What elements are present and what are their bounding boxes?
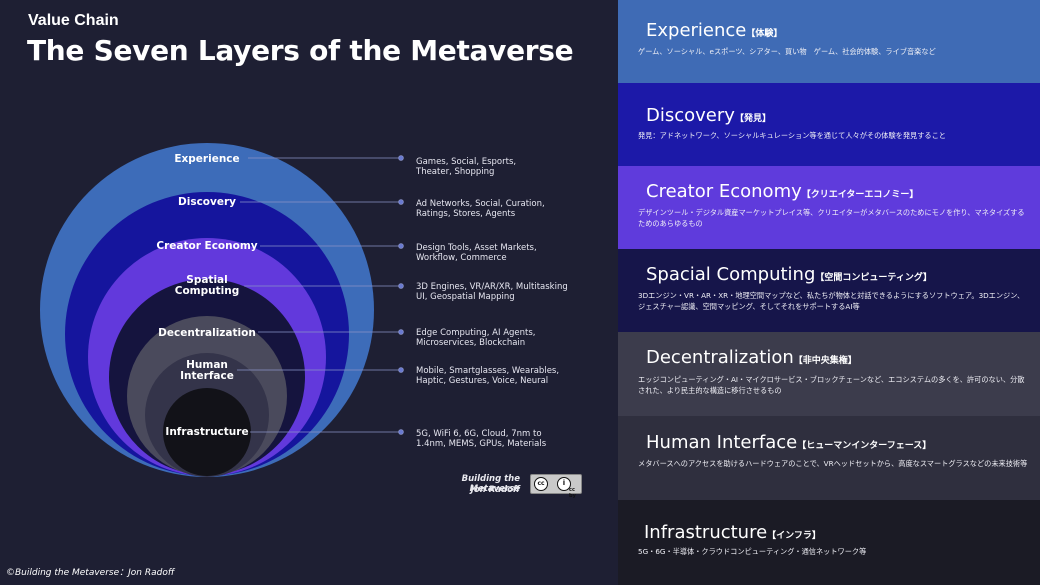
connector-dot bbox=[398, 329, 404, 335]
layer-labels: Experience Discovery Creator Economy Spa… bbox=[156, 153, 257, 438]
layer-label-decentralization: Decentralization bbox=[158, 327, 256, 339]
band-title-experience: Experience【体験】 bbox=[646, 20, 783, 41]
connector-dot bbox=[398, 429, 404, 435]
connector-dot bbox=[398, 155, 404, 161]
nested-layers-diagram: Experience Discovery Creator Economy Spa… bbox=[40, 143, 568, 477]
examples-decentralization-1: Edge Computing, AI Agents, bbox=[416, 328, 536, 338]
band-experience: Experience【体験】 ゲーム、ソーシャル、eスポーツ、シアター、買い物 … bbox=[618, 0, 1040, 83]
layer-circles bbox=[40, 143, 374, 477]
examples-spatial-computing-1: 3D Engines, VR/AR/XR, Multitasking bbox=[416, 282, 568, 292]
connector-dot bbox=[398, 199, 404, 205]
band-title-decentralization: Decentralization【非中央集権】 bbox=[646, 347, 857, 368]
examples-discovery-1: Ad Networks, Social, Curation, bbox=[416, 199, 545, 209]
cc-by-license-badge: cc i cc by bbox=[530, 474, 582, 499]
layer-label-spatial-computing-1: Spatial bbox=[186, 274, 227, 286]
examples-discovery-2: Ratings, Stores, Agents bbox=[416, 209, 516, 219]
examples-human-interface-2: Haptic, Gestures, Voice, Neural bbox=[416, 376, 548, 386]
cc-icon: cc bbox=[534, 477, 548, 491]
layer-label-human-interface-1: Human bbox=[186, 359, 228, 371]
band-desc-creator-economy: デザインツール・デジタル資産マーケットプレイス等、クリエイターがメタバースのため… bbox=[638, 208, 1025, 228]
diagram-panel: Value Chain The Seven Layers of the Meta… bbox=[6, 12, 582, 578]
by-person-icon: i bbox=[557, 477, 571, 491]
band-desc-experience: ゲーム、ソーシャル、eスポーツ、シアター、買い物 ゲーム、社会的体験、ライブ音楽… bbox=[638, 47, 936, 56]
layer-label-experience: Experience bbox=[174, 153, 239, 165]
credit-author: Jon Radoff bbox=[470, 485, 520, 495]
layer-label-spatial-computing-2: Computing bbox=[175, 285, 239, 297]
layer-label-human-interface-2: Interface bbox=[180, 370, 234, 382]
layer-label-creator-economy: Creator Economy bbox=[156, 240, 257, 252]
examples-creator-economy-1: Design Tools, Asset Markets, bbox=[416, 243, 537, 253]
band-desc-spacial-computing: 3Dエンジン・VR・AR・XR・地理空間マップなど、私たちが物体と対話できるよう… bbox=[638, 291, 1025, 311]
layer-explanations-panel: Experience【体験】 ゲーム、ソーシャル、eスポーツ、シアター、買い物 … bbox=[618, 0, 1040, 585]
examples-decentralization-2: Microservices, Blockchain bbox=[416, 338, 525, 348]
layer-label-infrastructure: Infrastructure bbox=[165, 426, 248, 438]
examples-experience-1: Games, Social, Esports, bbox=[416, 157, 516, 167]
band-desc-discovery: 発見：アドネットワーク、ソーシャルキュレーション等を通じて人々がその体験を発見す… bbox=[638, 131, 946, 140]
examples-experience-2: Theater, Shopping bbox=[415, 167, 494, 177]
kicker-text: Value Chain bbox=[28, 12, 119, 29]
examples-infrastructure-2: 1.4nm, MEMS, GPUs, Materials bbox=[416, 439, 547, 449]
layer-circle-infrastructure bbox=[163, 388, 251, 476]
credit-book-title: Building the Metaverse bbox=[461, 474, 520, 494]
band-creator-economy: Creator Economy【クリエイターエコノミー】 デザインツール・デジタ… bbox=[618, 166, 1040, 249]
band-desc-human-interface: メタバースへのアクセスを助けるハードウェアのことで、VRヘッドセットから、高度な… bbox=[638, 459, 1028, 468]
band-desc-infrastructure: 5G・6G・半導体・クラウドコンピューティング・通信ネットワーク等 bbox=[638, 547, 867, 556]
band-discovery: Discovery【発見】 発見：アドネットワーク、ソーシャルキュレーション等を… bbox=[618, 83, 1040, 166]
band-spacial-computing: Spacial Computing【空間コンピューティング】 3Dエンジン・VR… bbox=[618, 249, 1040, 332]
license-badge-text: cc by bbox=[569, 487, 576, 499]
examples-infrastructure-1: 5G, WiFi 6, 6G, Cloud, 7nm to bbox=[416, 429, 542, 439]
band-title-spacial-computing: Spacial Computing【空間コンピューティング】 bbox=[646, 264, 932, 285]
band-title-creator-economy: Creator Economy【クリエイターエコノミー】 bbox=[646, 181, 919, 202]
connector-dot bbox=[398, 283, 404, 289]
copyright-text: ©Building the Metaverse：Jon Radoff bbox=[6, 568, 175, 578]
examples-spatial-computing-2: UI, Geospatial Mapping bbox=[416, 292, 515, 302]
band-title-human-interface: Human Interface【ヒューマンインターフェース】 bbox=[646, 432, 932, 453]
connector-lines bbox=[237, 155, 404, 435]
examples-creator-economy-2: Workflow, Commerce bbox=[416, 253, 507, 263]
band-title-discovery: Discovery【発見】 bbox=[646, 105, 771, 126]
layer-label-discovery: Discovery bbox=[178, 196, 236, 208]
page-title: The Seven Layers of the Metaverse bbox=[27, 34, 574, 67]
band-desc-decentralization: エッジコンピューティング・AI・マイクロサービス・ブロックチェーンなど、エコシス… bbox=[638, 375, 1025, 395]
band-infrastructure: Infrastructure【インフラ】 5G・6G・半導体・クラウドコンピュー… bbox=[618, 500, 1040, 585]
band-title-infrastructure: Infrastructure【インフラ】 bbox=[644, 522, 821, 543]
connector-dot bbox=[398, 367, 404, 373]
band-human-interface: Human Interface【ヒューマンインターフェース】 メタバースへのアク… bbox=[618, 416, 1040, 500]
layer-examples: Games, Social, Esports, Theater, Shoppin… bbox=[415, 157, 568, 449]
examples-human-interface-1: Mobile, Smartglasses, Wearables, bbox=[416, 366, 559, 376]
connector-dot bbox=[398, 243, 404, 249]
band-decentralization: Decentralization【非中央集権】 エッジコンピューティング・AI・… bbox=[618, 332, 1040, 416]
